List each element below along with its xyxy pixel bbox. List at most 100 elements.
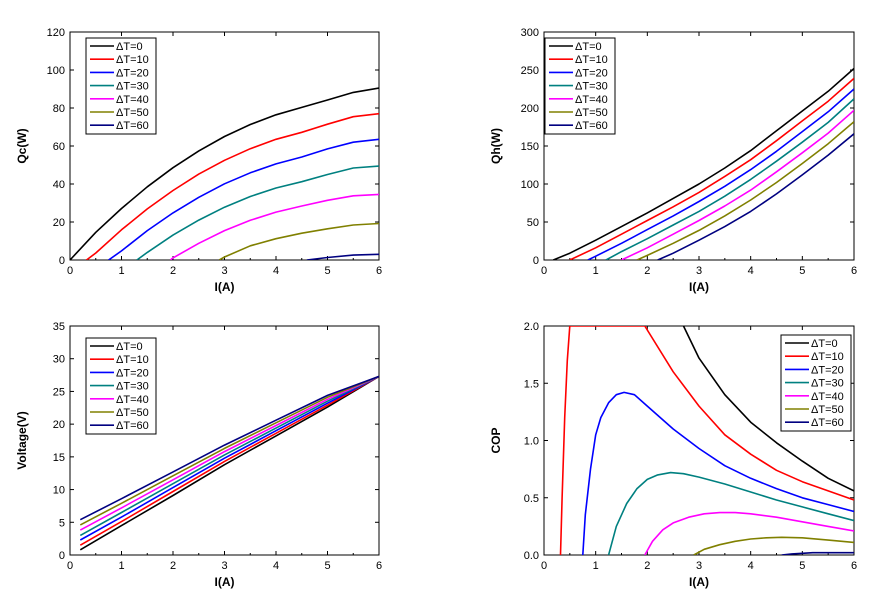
y-tick-label: 40 (53, 179, 65, 191)
y-tick-label: 100 (521, 179, 539, 191)
legend-label: ΔT=0 (811, 338, 838, 350)
x-tick-label: 0 (541, 560, 547, 572)
y-tick-label: 20 (53, 217, 65, 229)
y-axis-title: COP (489, 427, 503, 453)
series-line-dt-60 (781, 551, 854, 555)
y-tick-label: 60 (53, 141, 65, 153)
legend-label: ΔT=40 (575, 94, 608, 106)
y-tick-label: 50 (527, 217, 539, 229)
x-tick-label: 5 (799, 560, 805, 572)
x-axis-title: I(A) (689, 575, 709, 589)
series-line-dt-60 (657, 133, 854, 260)
series-line-dt-30 (605, 98, 854, 260)
y-tick-label: 100 (47, 65, 65, 77)
y-tick-label: 30 (53, 354, 65, 366)
chart-panel-3: 0 1 2 3 4 5 605101520253035I(A)Voltage(V)ΔT=0Δ… (15, 321, 382, 589)
legend-label: ΔT=20 (575, 67, 608, 79)
y-tick-label: 0 (59, 255, 65, 267)
series-line-dt-20 (79, 375, 379, 541)
y-axis-title: Qh(W) (489, 128, 503, 164)
y-axis-title: Voltage(V) (15, 411, 29, 469)
x-tick-label: 5 (324, 560, 330, 572)
x-tick-label: 1 (593, 560, 599, 572)
legend-label: ΔT=50 (575, 107, 608, 119)
y-tick-label: 35 (53, 321, 65, 333)
legend-label: ΔT=10 (811, 351, 844, 363)
series-line-dt-20 (582, 391, 854, 555)
legend-label: ΔT=0 (116, 341, 143, 353)
x-axis-title: I(A) (689, 280, 709, 294)
series-line-dt-30 (79, 375, 379, 537)
y-tick-label: 15 (53, 452, 65, 464)
series-line-dt-30 (136, 165, 379, 260)
x-tick-label: 1 (593, 265, 599, 277)
legend-label: ΔT=40 (116, 394, 149, 406)
x-tick-label: 4 (273, 265, 279, 277)
y-tick-label: 250 (521, 65, 539, 77)
x-tick-label: 4 (748, 560, 754, 572)
legend-label: ΔT=0 (575, 41, 602, 53)
x-tick-label: 3 (221, 265, 227, 277)
series-line-dt-0 (70, 87, 379, 260)
x-tick-label: 0 (67, 560, 73, 572)
legend-label: ΔT=30 (575, 81, 608, 93)
y-tick-label: 80 (53, 103, 65, 115)
x-axis-title: I(A) (215, 280, 235, 294)
x-tick-label: 3 (221, 560, 227, 572)
x-tick-label: 1 (118, 265, 124, 277)
legend-label: ΔT=60 (811, 417, 844, 429)
legend-label: ΔT=10 (116, 54, 149, 66)
x-tick-label: 2 (644, 560, 650, 572)
legend-label: ΔT=20 (116, 67, 149, 79)
x-tick-label: 1 (118, 560, 124, 572)
y-tick-label: 20 (53, 419, 65, 431)
series-line-dt-10 (86, 112, 379, 260)
series-line-dt-40 (644, 511, 854, 555)
y-tick-label: 5 (59, 517, 65, 529)
legend-label: ΔT=50 (116, 107, 149, 119)
legend-label: ΔT=30 (116, 381, 149, 393)
x-tick-label: 6 (851, 265, 857, 277)
series-line-dt-20 (108, 138, 379, 260)
y-tick-label: 0 (533, 255, 539, 267)
y-tick-label: 0 (59, 550, 65, 562)
series-line-dt-0 (79, 375, 379, 551)
x-tick-label: 2 (644, 265, 650, 277)
x-tick-label: 6 (376, 265, 382, 277)
x-tick-label: 6 (851, 560, 857, 572)
x-tick-label: 3 (696, 265, 702, 277)
legend-label: ΔT=20 (116, 367, 149, 379)
legend-label: ΔT=0 (116, 41, 143, 53)
series-line-dt-50 (79, 375, 379, 526)
y-tick-label: 0.0 (524, 550, 539, 562)
legend-label: ΔT=20 (811, 364, 844, 376)
x-axis-title: I(A) (215, 575, 235, 589)
x-tick-label: 6 (376, 560, 382, 572)
series-line-dt-50 (218, 222, 379, 260)
legend-label: ΔT=40 (116, 94, 149, 106)
x-tick-label: 2 (170, 265, 176, 277)
y-tick-label: 300 (521, 27, 539, 39)
series-line-dt-10 (569, 77, 854, 260)
y-tick-label: 0.5 (524, 493, 539, 505)
legend-label: ΔT=60 (116, 120, 149, 132)
x-tick-label: 0 (67, 265, 73, 277)
legend-label: ΔT=30 (811, 378, 844, 390)
series-line-dt-40 (79, 375, 379, 531)
legend-label: ΔT=50 (811, 404, 844, 416)
series-line-dt-50 (693, 536, 854, 555)
chart-panel-2: 0 1 2 3 4 5 6050100150200250300I(A)Qh(W)ΔT=0ΔT… (489, 27, 857, 294)
x-tick-label: 5 (799, 265, 805, 277)
legend-label: ΔT=30 (116, 81, 149, 93)
legend-label: ΔT=50 (116, 407, 149, 419)
series-line-dt-40 (169, 193, 379, 260)
y-tick-label: 200 (521, 103, 539, 115)
legend-label: ΔT=60 (575, 120, 608, 132)
series-line-dt-60 (306, 253, 379, 260)
series-line-dt-60 (79, 375, 379, 521)
y-tick-label: 10 (53, 485, 65, 497)
